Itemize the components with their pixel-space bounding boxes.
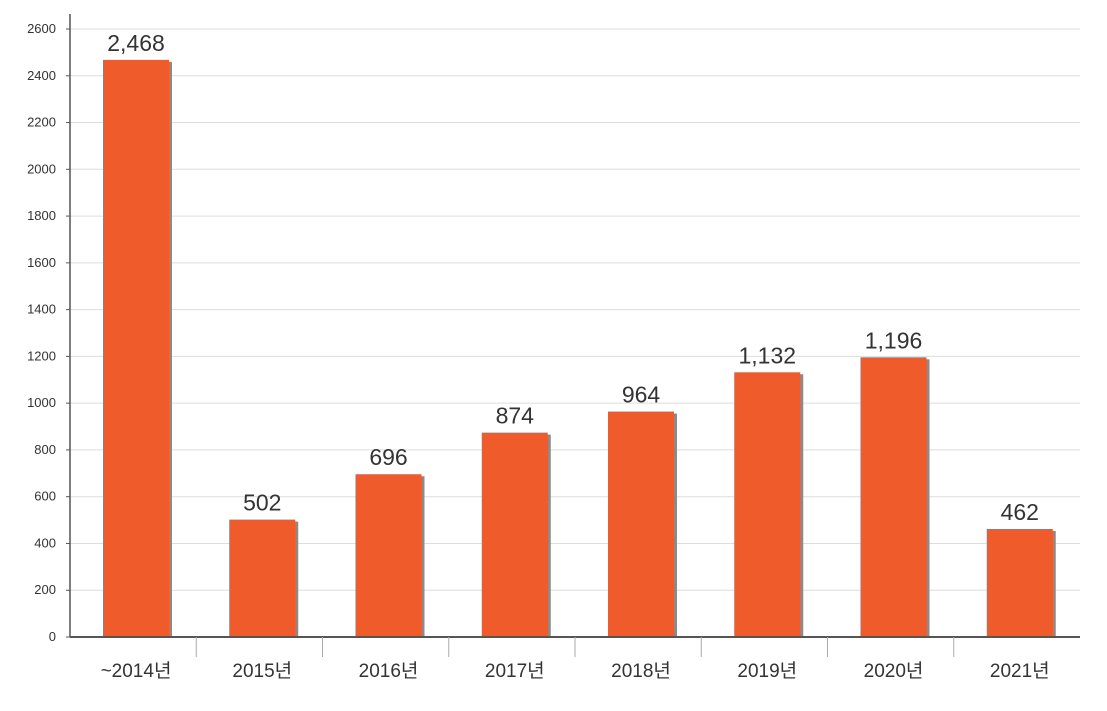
y-tick-label: 2600 [27, 21, 56, 36]
y-tick-label: 2400 [27, 68, 56, 83]
y-tick-label: 1000 [27, 395, 56, 410]
data-label: 696 [369, 444, 407, 470]
data-label: 964 [622, 382, 661, 408]
bar [860, 357, 927, 637]
y-tick-label: 200 [34, 582, 56, 597]
y-axis-ticks: 0 200 400 600 800 1000 1200 1400 1600 1800 2000 220… [27, 21, 70, 644]
y-tick-label: 600 [34, 489, 56, 504]
bars [103, 59, 1056, 638]
x-tick-label: ~2014년 [101, 660, 172, 682]
bar [734, 372, 801, 637]
bar [608, 411, 674, 637]
bar [229, 519, 296, 637]
x-tick-label: 2015년 [232, 660, 292, 682]
bar [986, 528, 1053, 637]
gridlines [70, 28, 1080, 591]
x-tick-label: 2020년 [864, 660, 924, 682]
data-label: 502 [243, 490, 281, 516]
bar [355, 474, 422, 637]
x-tick-label: 2016년 [359, 660, 419, 682]
data-label: 1,196 [865, 327, 923, 353]
x-tick-label: 2017년 [485, 660, 545, 682]
data-label: 2,468 [107, 30, 165, 56]
data-labels: 2,468 502 696 874 964 1,132 1,196 462 [107, 30, 1039, 525]
bar [481, 432, 548, 637]
bar [103, 59, 169, 638]
data-label: 1,132 [738, 342, 796, 368]
y-tick-label: 1600 [27, 255, 56, 270]
data-label: 874 [496, 403, 535, 429]
y-tick-label: 400 [34, 535, 56, 550]
y-tick-label: 800 [34, 442, 56, 457]
x-tick-label: 2019년 [737, 660, 797, 682]
x-tick-label: 2021년 [990, 660, 1050, 682]
x-tick-label: 2018년 [611, 660, 671, 682]
data-label: 462 [1001, 499, 1039, 525]
y-tick-label: 2000 [27, 161, 56, 176]
y-tick-label: 2200 [27, 115, 56, 130]
y-tick-label: 1800 [27, 208, 56, 223]
y-tick-label: 0 [49, 629, 56, 644]
y-tick-label: 1400 [27, 302, 56, 317]
y-tick-label: 1200 [27, 348, 56, 363]
x-axis-ticks: ~2014년 2015년 2016년 2017년 2018년 2019년 2020년 2021… [101, 637, 1050, 682]
